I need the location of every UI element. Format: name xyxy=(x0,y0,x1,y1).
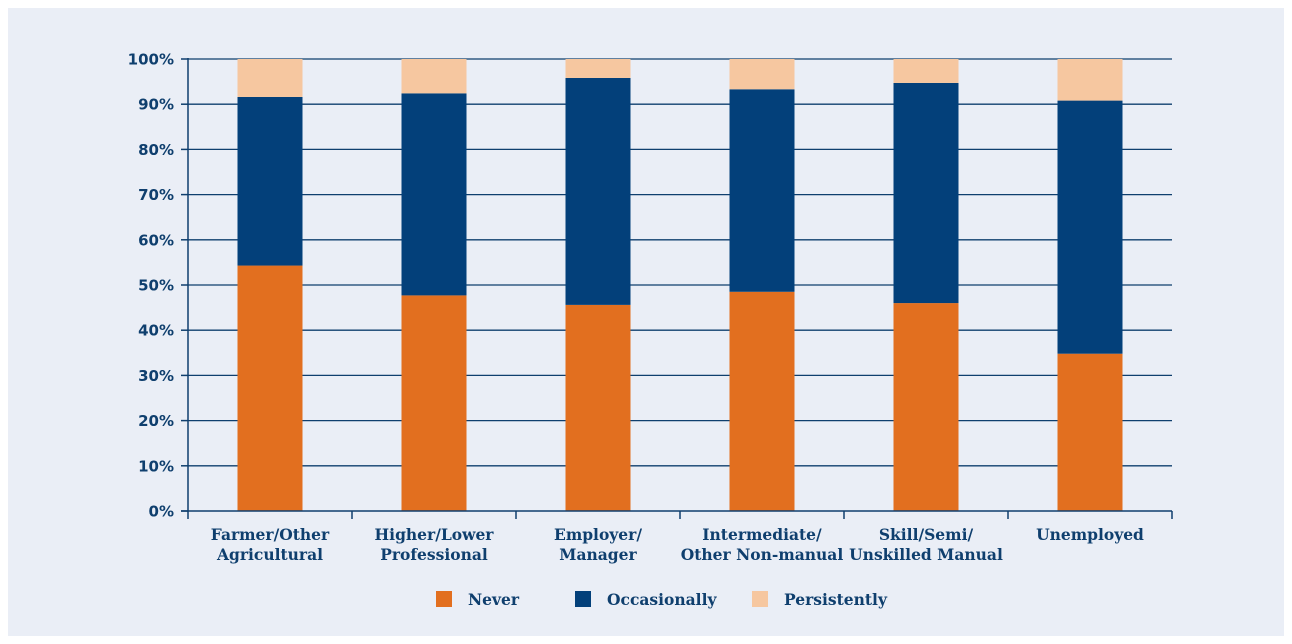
x-category-label: Unskilled Manual xyxy=(849,545,1003,564)
bar-occasionally-1 xyxy=(401,93,467,296)
x-category-label: Agricultural xyxy=(216,545,323,564)
bar-occasionally-5 xyxy=(1057,100,1123,354)
bar-never-3 xyxy=(729,291,795,511)
bar-occasionally-4 xyxy=(893,82,959,304)
x-category-label: Other Non-manual xyxy=(681,545,844,564)
y-tick-label: 70% xyxy=(138,186,174,204)
legend-label-occasionally: Occasionally xyxy=(607,590,717,609)
x-category-label: Farmer/Other xyxy=(211,525,330,544)
legend-swatch-occasionally xyxy=(575,591,591,607)
legend-swatch-never xyxy=(436,591,452,607)
x-category-label: Manager xyxy=(559,545,637,564)
y-tick-label: 80% xyxy=(138,141,174,159)
x-category-label: Intermediate/ xyxy=(702,525,822,544)
bar-persistently-3 xyxy=(729,59,795,90)
y-tick-label: 10% xyxy=(138,457,174,475)
x-category-label: Skill/Semi/ xyxy=(879,525,974,544)
y-tick-label: 60% xyxy=(138,231,174,249)
legend-label-persistently: Persistently xyxy=(784,590,888,609)
bar-never-4 xyxy=(893,303,959,511)
legend-swatch-persistently xyxy=(752,591,768,607)
bar-never-1 xyxy=(401,295,467,511)
x-category-label: Employer/ xyxy=(554,525,642,544)
y-tick-label: 30% xyxy=(138,367,174,385)
y-tick-label: 20% xyxy=(138,412,174,430)
bar-never-5 xyxy=(1057,353,1123,511)
bar-occasionally-0 xyxy=(237,96,303,266)
x-category-label: Unemployed xyxy=(1036,525,1144,544)
y-tick-label: 40% xyxy=(138,322,174,340)
bar-persistently-0 xyxy=(237,59,303,97)
bar-persistently-5 xyxy=(1057,59,1123,101)
chart-panel: 0% 10% 20% 30% 40% 50% 60% 70% 80% 90% 100% Farmer/… xyxy=(8,8,1284,636)
x-category-label: Professional xyxy=(380,545,488,564)
bar-persistently-4 xyxy=(893,59,959,83)
stacked-bar-chart: 0% 10% 20% 30% 40% 50% 60% 70% 80% 90% 100% Farmer/… xyxy=(128,51,1173,609)
bar-persistently-1 xyxy=(401,59,467,94)
y-tick-label: 90% xyxy=(138,96,174,114)
y-tick-label: 50% xyxy=(138,277,174,295)
legend-label-never: Never xyxy=(468,590,520,609)
bar-occasionally-2 xyxy=(565,77,631,305)
bar-never-2 xyxy=(565,304,631,511)
bar-never-0 xyxy=(237,265,303,511)
y-tick-label: 0% xyxy=(149,503,174,521)
bar-occasionally-3 xyxy=(729,89,795,292)
bar-persistently-2 xyxy=(565,59,631,78)
x-category-label: Higher/Lower xyxy=(375,525,495,544)
y-tick-label: 100% xyxy=(128,51,174,69)
